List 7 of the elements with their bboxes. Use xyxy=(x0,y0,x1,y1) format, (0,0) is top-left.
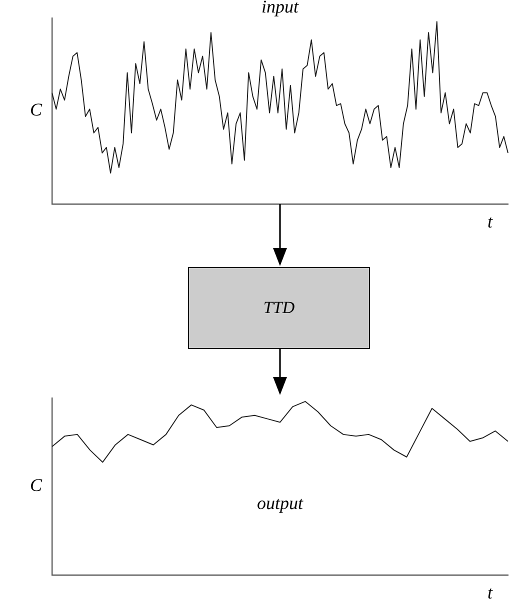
y-axis-title: C xyxy=(30,475,43,496)
text: TTD xyxy=(263,298,295,318)
chart-title: input xyxy=(261,0,300,17)
x-axis-title: t xyxy=(487,582,494,603)
y-axis-title: C xyxy=(30,100,43,120)
x-axis-title: t xyxy=(487,212,494,232)
annotation: output xyxy=(256,492,304,513)
